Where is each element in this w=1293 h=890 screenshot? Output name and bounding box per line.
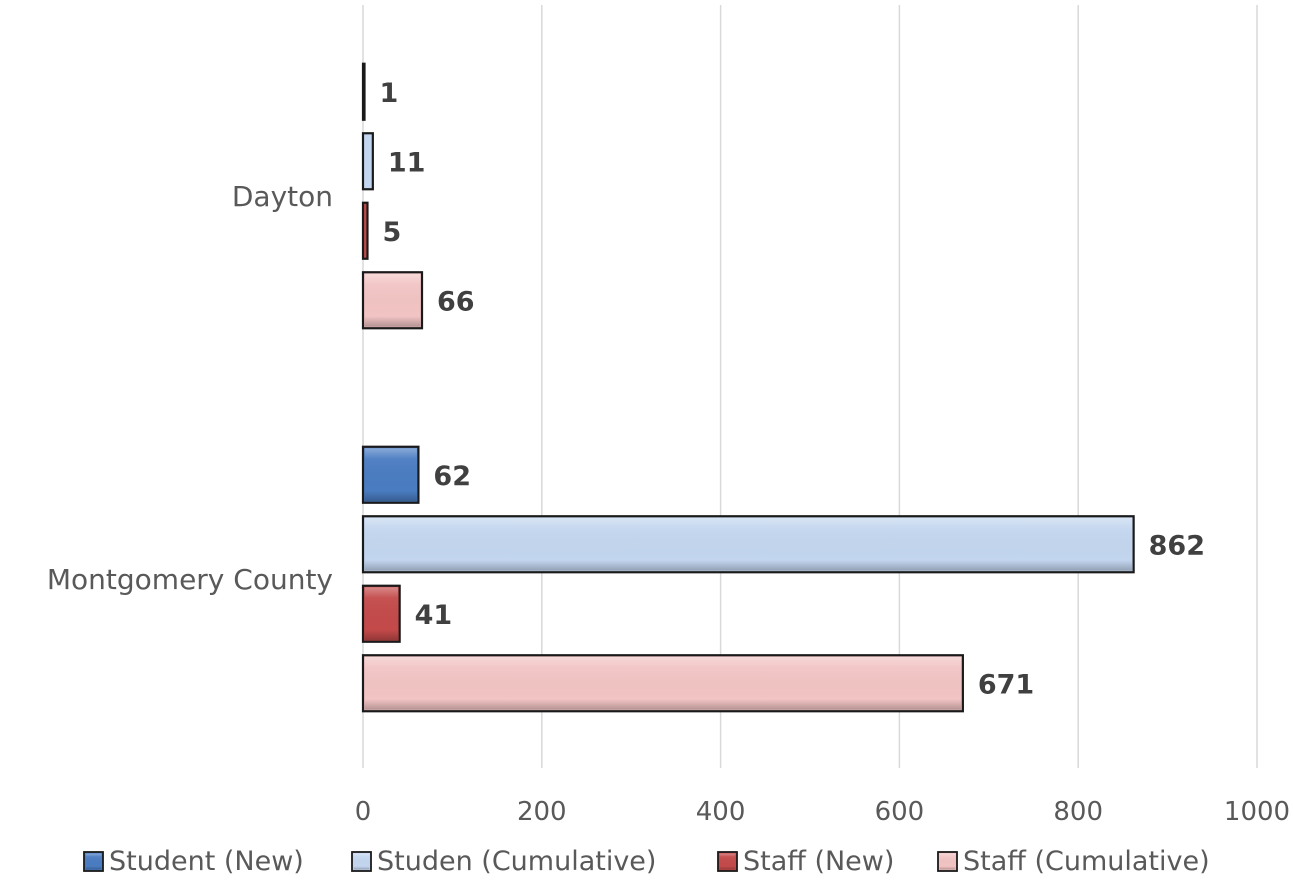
category-label: Dayton	[232, 180, 333, 213]
bar	[361, 654, 964, 713]
legend-label: Staff (New)	[743, 846, 894, 877]
legend-label: Staff (Cumulative)	[963, 846, 1210, 877]
x-tick-label: 0	[355, 797, 372, 827]
bars	[361, 62, 1135, 713]
bar	[361, 132, 374, 191]
legend-item: Staff (Cumulative)	[937, 846, 1210, 877]
x-tick-label: 200	[517, 797, 567, 827]
legend-item: Staff (New)	[717, 846, 894, 877]
x-tick-label: 600	[875, 797, 925, 827]
bar	[361, 584, 401, 643]
legend: Student (New) Studen (Cumulative) Staff (N…	[83, 846, 1210, 877]
x-tick-label: 800	[1053, 797, 1103, 827]
data-label: 66	[437, 286, 475, 317]
data-label: 1	[380, 78, 399, 109]
x-tick-label: 400	[696, 797, 746, 827]
bar	[361, 515, 1135, 574]
data-label: 62	[433, 461, 471, 492]
data-label: 11	[388, 147, 426, 178]
bar	[361, 201, 369, 260]
data-label: 5	[382, 217, 401, 248]
data-label: 862	[1149, 530, 1205, 561]
legend-label: Studen (Cumulative)	[377, 846, 656, 877]
legend-item: Studen (Cumulative)	[351, 846, 656, 877]
category-label: Montgomery County	[47, 563, 333, 596]
legend-item: Student (New)	[83, 846, 304, 877]
x-tick-label: 1000	[1224, 797, 1290, 827]
legend-label: Student (New)	[109, 846, 304, 877]
data-label: 41	[415, 600, 453, 631]
gridlines	[362, 5, 1258, 768]
y-axis: Dayton Montgomery County	[47, 180, 333, 596]
bar	[361, 62, 366, 121]
bar	[361, 445, 420, 504]
data-label: 671	[978, 669, 1034, 700]
bar	[361, 271, 424, 330]
x-axis: 0 200 400 600 800 1000	[355, 797, 1290, 827]
